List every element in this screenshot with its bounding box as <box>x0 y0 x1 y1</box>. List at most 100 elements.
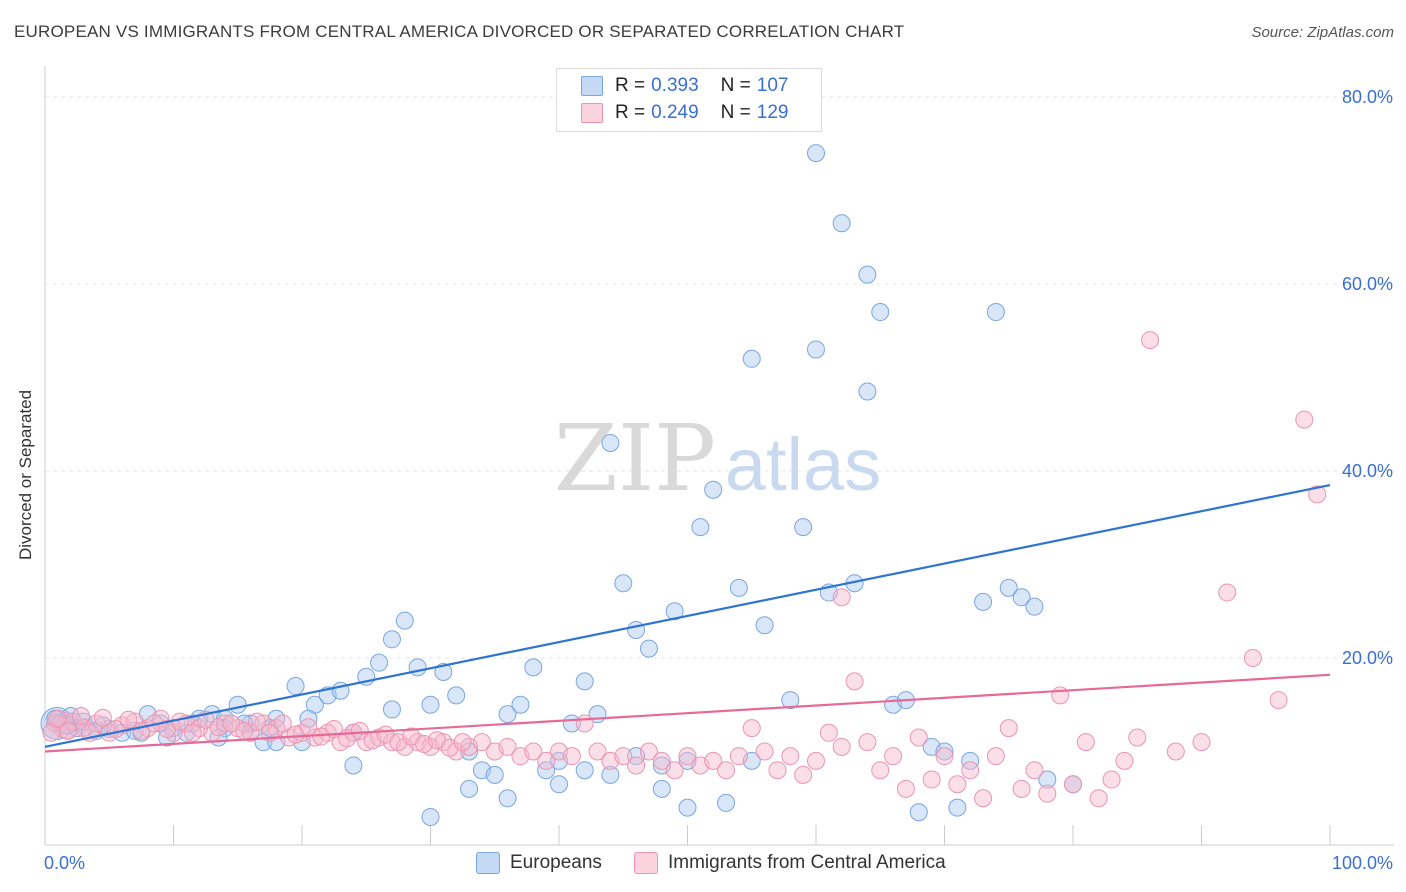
point-europeans <box>832 214 851 233</box>
point-europeans <box>460 742 479 761</box>
legend-n-label: N = <box>720 75 751 96</box>
point-europeans <box>678 798 697 817</box>
legend-item-immigrants[interactable]: Immigrants from Central America <box>634 852 946 874</box>
point-immigrants <box>832 588 851 607</box>
point-immigrants <box>768 761 787 780</box>
point-immigrants <box>1089 789 1108 808</box>
watermark: ZIP atlas <box>554 405 881 512</box>
point-europeans <box>601 765 620 784</box>
point-immigrants <box>1128 728 1147 747</box>
x-tick-label: 100.0% <box>1332 853 1393 873</box>
point-immigrants <box>627 756 646 775</box>
point-europeans <box>807 340 825 359</box>
point-europeans <box>729 578 748 597</box>
point-immigrants <box>935 747 954 766</box>
point-europeans <box>974 592 993 611</box>
trendline-immigrants <box>44 673 1331 753</box>
point-immigrants <box>871 761 890 780</box>
point-immigrants <box>350 721 369 740</box>
point-europeans <box>665 602 684 621</box>
legend-swatch-immigrants <box>581 103 603 123</box>
point-immigrants <box>986 747 1005 766</box>
point-immigrants <box>922 770 941 789</box>
point-immigrants <box>273 714 292 733</box>
y-tick-label: 20.0% <box>1342 648 1393 668</box>
point-europeans <box>755 616 774 635</box>
point-immigrants <box>755 742 774 761</box>
point-europeans <box>858 382 877 401</box>
point-europeans <box>717 793 736 812</box>
point-europeans <box>807 144 825 163</box>
point-immigrants <box>241 723 260 742</box>
point-europeans <box>382 700 401 719</box>
point-immigrants <box>742 719 761 738</box>
point-immigrants <box>1064 775 1082 794</box>
legend-n-label: N = <box>720 102 751 123</box>
point-europeans <box>395 611 414 630</box>
point-europeans <box>1025 597 1044 616</box>
point-immigrants <box>717 761 736 780</box>
point-immigrants <box>1025 761 1044 780</box>
legend-item-europeans[interactable]: Europeans <box>476 852 602 874</box>
point-immigrants <box>896 779 915 798</box>
point-europeans <box>639 639 658 658</box>
point-immigrants <box>909 728 928 747</box>
point-europeans <box>1038 770 1057 789</box>
point-europeans <box>575 761 594 780</box>
legend-row-europeans: R = 0.393 N = 107 <box>581 73 788 99</box>
point-europeans <box>614 574 633 593</box>
point-europeans <box>498 789 517 808</box>
legend-label-immigrants: Immigrants from Central America <box>668 852 946 873</box>
point-europeans <box>794 518 813 537</box>
point-europeans <box>909 803 928 822</box>
point-immigrants <box>819 723 838 742</box>
point-europeans <box>871 303 890 322</box>
point-immigrants <box>794 765 813 784</box>
point-immigrants <box>472 733 491 752</box>
point-immigrants <box>1102 770 1121 789</box>
y-axis-label: Divorced or Separated <box>16 389 35 560</box>
point-immigrants <box>71 706 90 725</box>
legend-label-europeans: Europeans <box>510 852 602 873</box>
point-europeans <box>550 775 568 794</box>
point-europeans <box>421 807 440 826</box>
point-immigrants <box>639 742 658 761</box>
watermark-atlas: atlas <box>725 423 881 506</box>
series-legend: Europeans Immigrants from Central Americ… <box>0 852 1406 878</box>
point-immigrants <box>729 747 748 766</box>
y-tick-label: 60.0% <box>1342 274 1393 294</box>
legend-swatch-europeans <box>581 76 603 96</box>
point-immigrants <box>498 737 517 756</box>
point-immigrants <box>1243 649 1262 667</box>
point-europeans <box>228 695 247 714</box>
point-immigrants <box>453 733 472 752</box>
point-europeans <box>485 765 504 784</box>
point-immigrants <box>588 742 607 761</box>
point-immigrants <box>961 761 980 780</box>
point-immigrants <box>59 721 78 740</box>
point-immigrants <box>1115 751 1134 770</box>
point-immigrants <box>807 751 825 770</box>
point-immigrants <box>524 742 543 761</box>
point-immigrants <box>48 709 67 728</box>
point-immigrants <box>652 751 671 770</box>
point-europeans <box>498 705 517 724</box>
point-europeans <box>1012 588 1031 607</box>
point-immigrants <box>704 751 723 770</box>
point-immigrants <box>948 775 967 794</box>
point-immigrants <box>1192 733 1211 752</box>
legend-row-immigrants: R = 0.249 N = 129 <box>581 100 788 126</box>
point-europeans <box>524 658 543 677</box>
legend-r-value: 0.393 <box>651 75 699 96</box>
point-europeans <box>961 751 980 770</box>
point-europeans <box>421 695 440 714</box>
legend-n-value: 129 <box>756 102 789 123</box>
legend-swatch-europeans <box>476 852 500 874</box>
source-label: Source: ZipAtlas.com <box>1251 24 1394 41</box>
point-immigrants <box>974 789 993 808</box>
point-europeans <box>382 630 401 649</box>
point-immigrants <box>678 747 697 766</box>
point-immigrants <box>93 708 112 727</box>
point-europeans <box>691 518 710 537</box>
point-europeans <box>858 265 877 284</box>
